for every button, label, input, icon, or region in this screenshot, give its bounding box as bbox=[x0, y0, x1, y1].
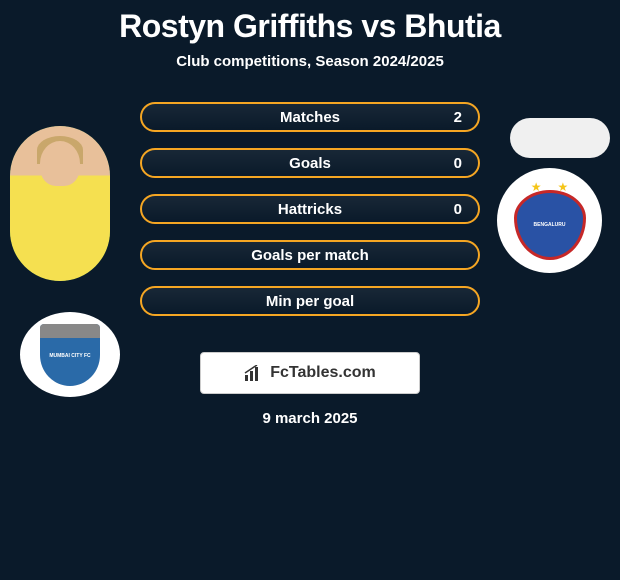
stat-value: 0 bbox=[454, 201, 462, 218]
stat-value: 0 bbox=[454, 155, 462, 172]
fctables-branding[interactable]: FcTables.com bbox=[200, 352, 420, 394]
branding-label: FcTables.com bbox=[270, 364, 376, 382]
club-left-name: MUMBAI CITY FC bbox=[49, 354, 90, 360]
club-left-badge: MUMBAI CITY FC bbox=[20, 312, 120, 397]
stat-label: Goals per match bbox=[251, 247, 369, 264]
stat-row: Goals 0 bbox=[140, 148, 480, 178]
stats-list: Matches 2 Goals 0 Hattricks 0 Goals per … bbox=[140, 102, 480, 316]
stat-row: Hattricks 0 bbox=[140, 194, 480, 224]
page-title: Rostyn Griffiths vs Bhutia bbox=[0, 8, 620, 45]
page-subtitle: Club competitions, Season 2024/2025 bbox=[0, 53, 620, 70]
club-right-name: BENGALURU bbox=[534, 222, 566, 228]
club-right-badge: ★★ BENGALURU bbox=[497, 168, 602, 273]
stat-label: Goals bbox=[289, 155, 331, 172]
player-right-avatar bbox=[510, 118, 610, 158]
stat-label: Matches bbox=[280, 109, 340, 126]
stat-label: Hattricks bbox=[278, 201, 342, 218]
stat-row: Matches 2 bbox=[140, 102, 480, 132]
stat-row: Goals per match bbox=[140, 240, 480, 270]
stat-label: Min per goal bbox=[266, 293, 354, 310]
chart-icon bbox=[244, 365, 264, 381]
stat-row: Min per goal bbox=[140, 286, 480, 316]
footer-date: 9 march 2025 bbox=[0, 410, 620, 427]
player-left-avatar bbox=[10, 126, 110, 281]
stat-value: 2 bbox=[454, 109, 462, 126]
